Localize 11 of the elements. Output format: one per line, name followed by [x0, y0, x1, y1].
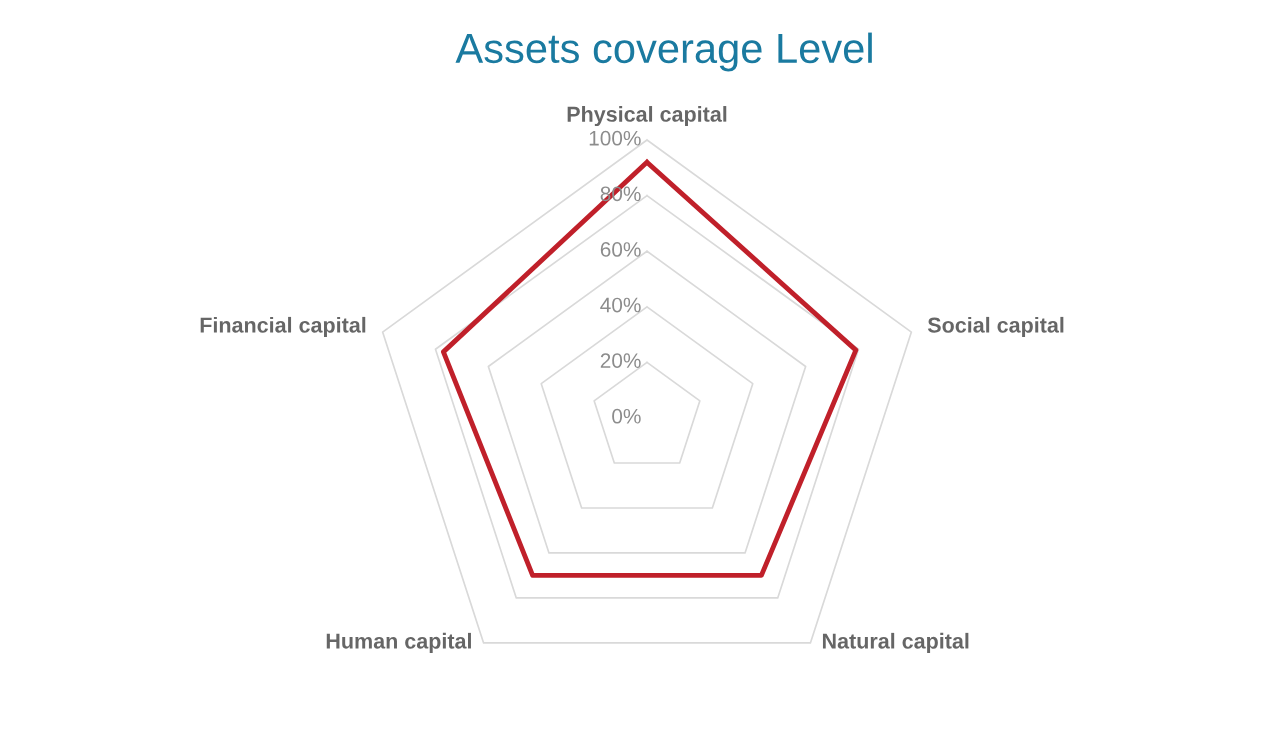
- spoke-label: Human capital: [326, 632, 471, 653]
- y-tick-label: 60%: [600, 242, 641, 257]
- spoke-label: Physical capital: [567, 106, 727, 127]
- spoke-label: Financial capital: [200, 316, 366, 337]
- spoke-label: Natural capital: [822, 632, 969, 653]
- y-tick-label: 20%: [600, 353, 641, 368]
- y-tick-label: 0%: [612, 408, 641, 424]
- y-tick-label: 100%: [589, 130, 641, 146]
- y-tick-label: 40%: [600, 297, 641, 313]
- spoke-label: Social capital: [927, 316, 1064, 337]
- chart-title: Assets coverage Level: [455, 32, 872, 72]
